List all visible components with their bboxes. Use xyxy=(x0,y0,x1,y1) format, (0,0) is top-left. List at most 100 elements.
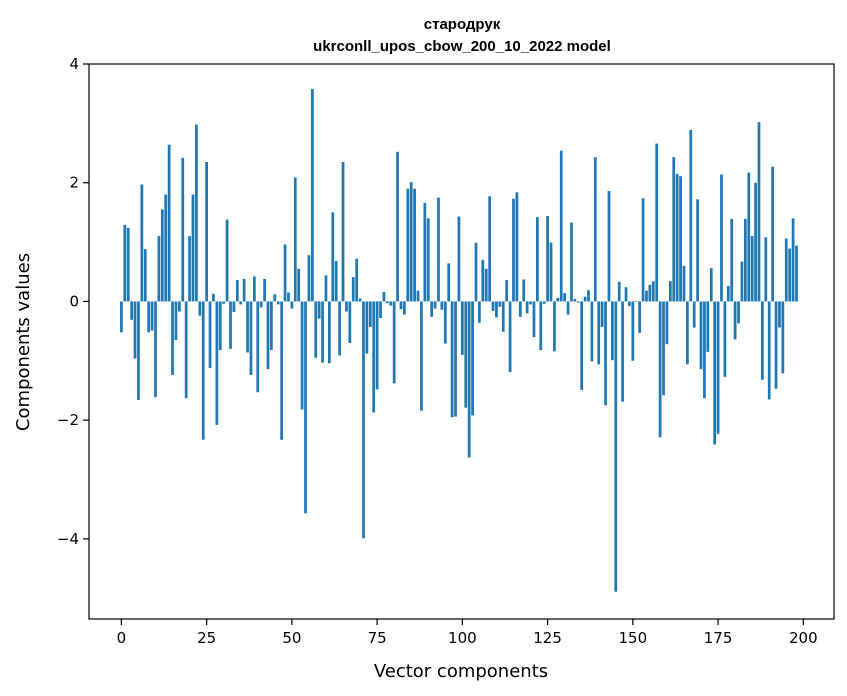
bar-129 xyxy=(559,150,563,302)
bar-133 xyxy=(573,299,577,302)
bar-153 xyxy=(641,198,645,302)
bar-136 xyxy=(583,296,587,302)
bar-86 xyxy=(413,188,416,302)
bar-39 xyxy=(253,276,256,302)
bar-70 xyxy=(358,298,362,302)
y-axis-ticks: −4 −2 0 2 4 xyxy=(57,55,89,548)
bar-76 xyxy=(379,301,382,319)
bar-123 xyxy=(539,301,543,351)
bar-174 xyxy=(713,301,717,445)
bar-47 xyxy=(280,301,284,440)
bar-38 xyxy=(249,301,253,376)
bar-46 xyxy=(276,301,280,305)
bar-1 xyxy=(123,224,127,302)
bar-95 xyxy=(443,301,447,344)
bar-189 xyxy=(764,237,768,302)
bar-124 xyxy=(542,301,546,304)
chart-title-line-1: стародрук xyxy=(424,16,501,33)
bar-94 xyxy=(440,301,444,310)
bar-187 xyxy=(757,122,761,302)
bar-45 xyxy=(273,294,277,302)
bar-83 xyxy=(403,301,406,315)
bar-4 xyxy=(133,301,137,359)
bar-36 xyxy=(242,278,246,302)
bar-7 xyxy=(143,249,147,302)
bar-74 xyxy=(372,301,376,413)
bar-13 xyxy=(164,194,168,302)
bar-77 xyxy=(382,291,386,302)
x-tick-label-125: 125 xyxy=(533,629,562,647)
x-tick-label-0: 0 xyxy=(117,629,127,647)
bar-105 xyxy=(478,301,481,323)
bar-117 xyxy=(518,301,522,317)
bar-198 xyxy=(795,245,798,302)
bar-163 xyxy=(675,173,679,302)
bar-185 xyxy=(750,236,754,302)
bar-167 xyxy=(689,129,693,302)
y-tick-label--2: −2 xyxy=(57,411,79,429)
bar-67 xyxy=(348,301,352,343)
bar-128 xyxy=(556,297,560,302)
bar-132 xyxy=(570,222,573,302)
bar-99 xyxy=(457,216,461,302)
bar-104 xyxy=(474,242,478,302)
bar-116 xyxy=(515,192,519,302)
bar-144 xyxy=(611,301,614,361)
x-tick-label-25: 25 xyxy=(197,629,216,647)
bar-85 xyxy=(409,182,413,302)
bar-154 xyxy=(645,290,648,302)
bar-51 xyxy=(293,177,297,302)
chart-title-line-2: ukrconll_upos_cbow_200_10_2022 model xyxy=(313,38,611,55)
bar-184 xyxy=(747,172,751,302)
bar-192 xyxy=(774,301,778,389)
bar-100 xyxy=(460,301,464,355)
x-tick-label-175: 175 xyxy=(704,629,733,647)
bar-148 xyxy=(624,287,628,302)
bar-162 xyxy=(672,157,676,302)
bar-75 xyxy=(375,301,379,390)
bar-114 xyxy=(508,301,512,373)
bar-172 xyxy=(706,301,710,352)
bar-160 xyxy=(665,301,669,345)
bar-19 xyxy=(184,301,188,399)
plot-frame xyxy=(88,63,835,620)
bar-29 xyxy=(218,301,222,351)
bar-10 xyxy=(154,301,157,397)
bar-97 xyxy=(450,301,454,418)
bar-11 xyxy=(157,236,161,302)
bar-181 xyxy=(737,301,740,324)
bar-89 xyxy=(423,202,427,302)
bar-112 xyxy=(501,301,505,332)
bar-72 xyxy=(365,301,369,354)
bar-32 xyxy=(229,301,232,349)
bar-169 xyxy=(696,199,699,302)
bar-173 xyxy=(709,268,713,302)
bar-30 xyxy=(222,301,226,304)
bar-78 xyxy=(385,301,389,304)
bar-197 xyxy=(791,218,795,302)
bar-35 xyxy=(239,301,243,305)
bar-81 xyxy=(396,151,399,302)
bar-120 xyxy=(529,301,532,305)
bar-108 xyxy=(488,196,491,302)
bar-18 xyxy=(181,157,185,302)
bar-92 xyxy=(433,301,437,309)
bar-176 xyxy=(720,174,723,302)
bar-111 xyxy=(498,301,502,307)
bar-146 xyxy=(617,281,621,302)
bar-53 xyxy=(300,301,304,410)
bar-25 xyxy=(205,161,208,302)
bar-56 xyxy=(310,88,314,302)
bar-177 xyxy=(723,301,727,377)
x-tick-label-150: 150 xyxy=(619,629,648,647)
bar-16 xyxy=(174,301,178,341)
x-tick-label-200: 200 xyxy=(789,629,818,647)
bar-101 xyxy=(464,301,468,408)
bar-33 xyxy=(232,301,236,313)
bar-3 xyxy=(130,301,133,320)
y-tick-label-4: 4 xyxy=(69,55,79,73)
bar-40 xyxy=(256,301,260,393)
bar-158 xyxy=(658,301,662,438)
x-tick-label-75: 75 xyxy=(368,629,387,647)
